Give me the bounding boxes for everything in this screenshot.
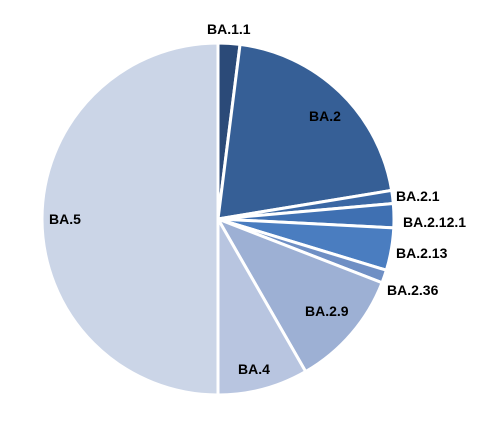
pie-slice-ba-4	[216, 217, 308, 397]
slice-label-ba-2-12-1: BA.2.12.1	[403, 214, 466, 230]
slice-label-ba-1-1: BA.1.1	[207, 21, 251, 37]
slice-label-ba-4: BA.4	[238, 361, 270, 377]
slice-label-ba-2-1: BA.2.1	[396, 188, 440, 204]
slice-label-ba-2-9: BA.2.9	[305, 303, 349, 319]
pie-slice-ba-2-9	[216, 217, 384, 374]
slice-labels: BA.1.1 BA.2 BA.2.1 BA.2.12.1 BA.2.13 BA.2.36 B…	[49, 21, 466, 377]
pie-slice-ba-2	[216, 42, 394, 221]
pie-slice-ba-5	[40, 41, 220, 397]
slice-label-ba-2-36: BA.2.36	[387, 282, 439, 298]
slice-label-ba-2-13: BA.2.13	[396, 245, 448, 261]
slice-label-ba-5: BA.5	[49, 211, 81, 227]
pie-slices	[40, 41, 396, 397]
slice-label-ba-2: BA.2	[309, 108, 341, 124]
